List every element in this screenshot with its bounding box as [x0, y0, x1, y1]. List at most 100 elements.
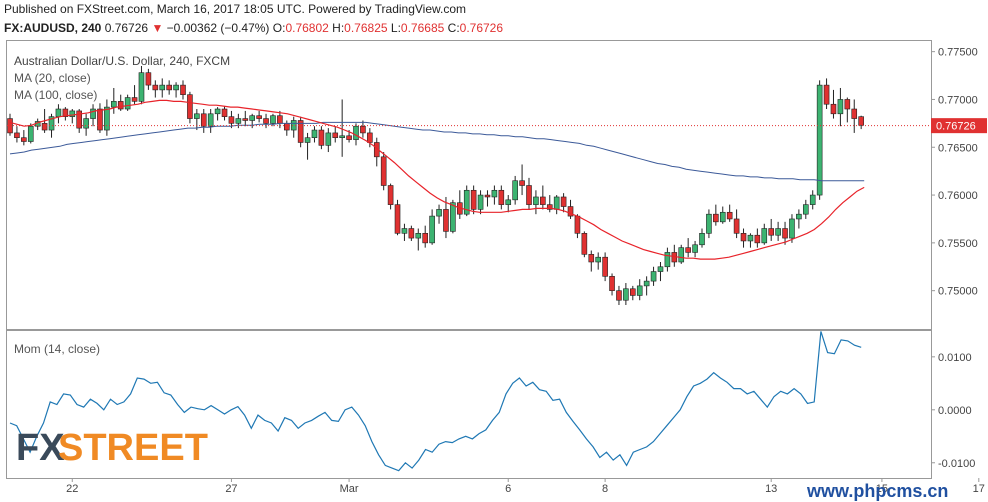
candle-body: [401, 228, 408, 234]
candle-body: [69, 110, 76, 117]
candle-body: [443, 209, 449, 232]
candle-body: [733, 218, 740, 234]
candle-body: [304, 137, 311, 143]
candle-body: [111, 101, 117, 108]
momentum-axis: -0.0100 0.0000 0.0100: [931, 352, 975, 470]
candle-body: [325, 132, 332, 146]
candle-body: [367, 132, 373, 143]
close-value: 0.76726: [459, 21, 504, 35]
time-tick-label: 6: [505, 483, 511, 495]
time-tick-label: 13: [765, 483, 777, 495]
open-value: 0.76802: [285, 21, 329, 35]
candle-body: [415, 233, 422, 239]
candle-body: [131, 97, 138, 102]
candle-body: [726, 211, 733, 220]
candle-body: [124, 97, 131, 110]
candle-body: [802, 204, 809, 215]
candle-body: [408, 228, 415, 239]
candle-body: [152, 84, 159, 91]
low-label: L:: [390, 21, 401, 35]
candle-body: [214, 108, 221, 115]
candle-body: [62, 108, 69, 117]
candle-body: [394, 204, 401, 234]
momentum-pane: [6, 330, 932, 479]
price-tick-label: 0.76500: [938, 142, 978, 154]
candle-body: [650, 271, 657, 282]
candle-body: [533, 196, 539, 205]
logo-fx-text: FX: [16, 427, 65, 469]
candle-body: [104, 106, 110, 131]
momentum-line: [9, 331, 862, 472]
candle-body: [823, 84, 830, 105]
candle-body: [332, 132, 339, 138]
candle-body: [595, 256, 602, 263]
candle-body: [429, 215, 435, 244]
candle-body: [97, 108, 103, 131]
candle-body: [90, 108, 96, 119]
candle-body: [830, 103, 837, 115]
candle-body: [567, 206, 574, 217]
candle-body: [221, 108, 228, 117]
candle-body: [581, 233, 588, 255]
time-tick-label: Mar: [340, 483, 359, 495]
time-tick-label: 27: [225, 483, 237, 495]
mom-tick-label: -0.0100: [938, 458, 975, 470]
candle-body: [837, 99, 844, 115]
candle-body: [664, 252, 671, 268]
candle-body: [775, 228, 781, 236]
candle-body: [145, 72, 152, 86]
candle-body: [844, 99, 851, 110]
candle-body: [761, 228, 768, 244]
candle-body: [422, 233, 429, 244]
candle-body: [173, 84, 179, 91]
candle-body: [519, 180, 525, 186]
candle-body: [754, 234, 761, 244]
high-label: H:: [332, 21, 345, 35]
candle-body: [512, 180, 518, 201]
candle-body: [83, 118, 89, 129]
candle-body: [311, 129, 318, 138]
ma100-legend: MA (100, close): [14, 88, 97, 102]
candle-body: [546, 204, 553, 210]
candle-body: [553, 196, 560, 210]
mom-layer: [9, 331, 862, 472]
low-value: 0.76685: [400, 21, 445, 35]
candle-body: [491, 189, 498, 198]
logo-street-text: STREET: [58, 427, 208, 469]
time-tick-label: 15: [876, 483, 888, 495]
candle-body: [207, 113, 214, 127]
price-axis: 0.75000 0.75500 0.76000 0.76500 0.77000 0.775…: [931, 47, 978, 298]
price-tick-label: 0.75000: [938, 286, 978, 298]
candles-layer: [7, 65, 864, 306]
mom-tick-label: 0.0000: [938, 405, 972, 417]
time-axis: 22 27 Mar 6 8 13 15 17: [66, 478, 985, 495]
open-label: O:: [272, 21, 286, 35]
last-price-label: 0.76726: [936, 121, 976, 133]
candle-body: [484, 194, 491, 198]
candle-body: [270, 115, 276, 124]
candle-body: [782, 228, 788, 239]
time-tick-label: 22: [66, 483, 78, 495]
close-label: C:: [447, 21, 460, 35]
time-tick-label: 8: [602, 483, 608, 495]
candle-body: [166, 84, 172, 91]
candle-body: [27, 125, 34, 142]
candle-body: [235, 118, 242, 124]
candle-body: [477, 194, 484, 210]
candle-body: [692, 244, 698, 253]
fxstreet-logo: FX STREET: [16, 427, 208, 469]
candle-body: [678, 247, 685, 263]
candle-body: [747, 234, 754, 242]
candle-body: [685, 247, 691, 253]
ma20-line: [9, 99, 865, 260]
candle-body: [346, 135, 352, 140]
price-tick-label: 0.77000: [938, 94, 978, 106]
candle-body: [380, 156, 387, 186]
candle-body: [76, 110, 82, 129]
candle-body: [48, 116, 55, 131]
candle-body: [470, 189, 477, 210]
last-price: 0.76726: [104, 21, 149, 35]
candle-body: [117, 101, 124, 110]
ma-layer: [9, 99, 865, 260]
